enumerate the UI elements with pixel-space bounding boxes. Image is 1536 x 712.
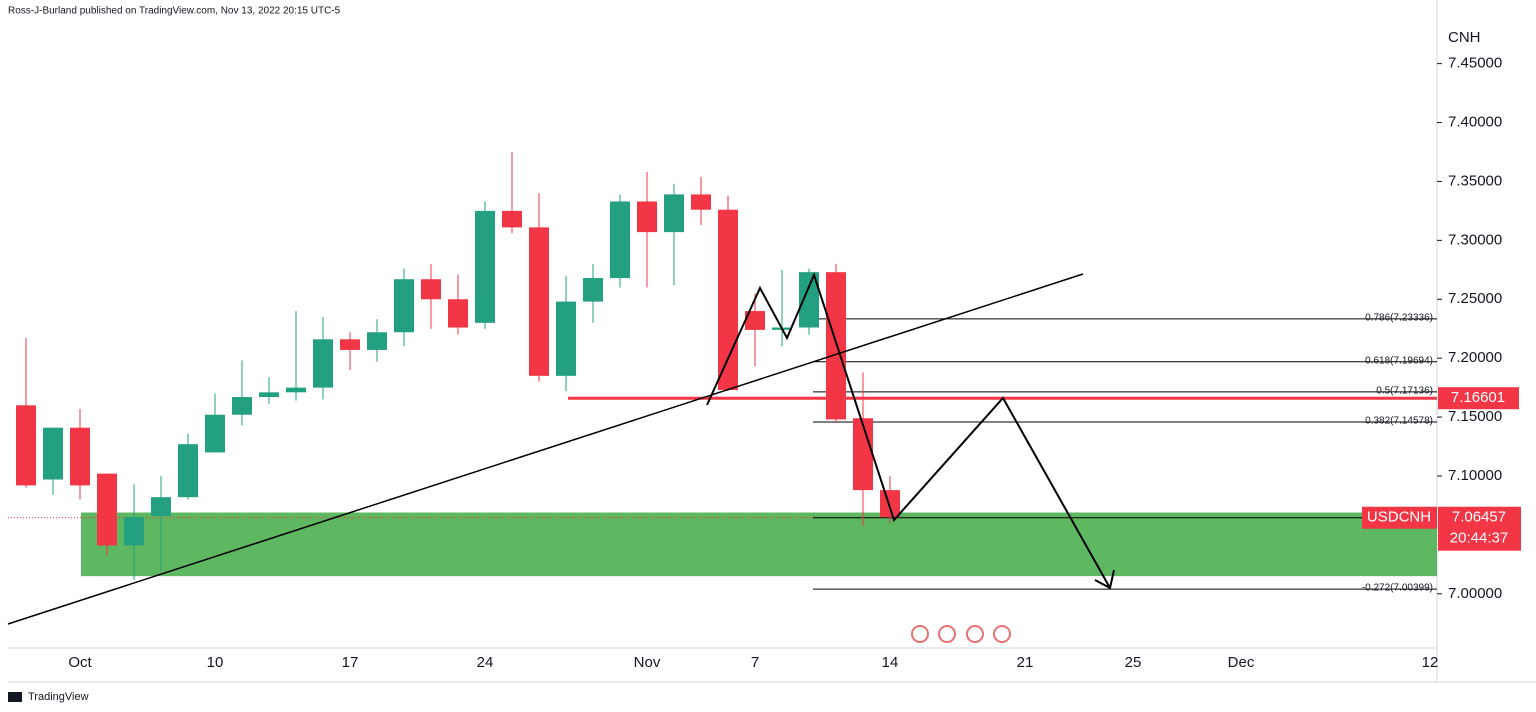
symbol-label: USDCNH bbox=[1367, 509, 1431, 526]
x-tick-label: Oct bbox=[68, 654, 92, 671]
brand-logo bbox=[8, 692, 22, 702]
candle-body bbox=[340, 339, 360, 350]
fib-label: 0.5(7.17136) bbox=[1376, 386, 1433, 397]
candle-body bbox=[232, 397, 252, 415]
candle-body bbox=[610, 201, 630, 279]
y-tick-label: 7.15000 bbox=[1448, 408, 1502, 425]
event-icons bbox=[911, 625, 1011, 643]
x-tick-label: 21 bbox=[1017, 654, 1034, 671]
y-tick-label: 7.00000 bbox=[1448, 585, 1502, 602]
candle-body bbox=[583, 278, 603, 302]
drawings bbox=[7, 272, 1115, 625]
y-tick-label: 7.45000 bbox=[1448, 55, 1502, 72]
candle-body bbox=[880, 490, 900, 518]
candle-body bbox=[745, 311, 765, 330]
candle-body bbox=[151, 497, 171, 517]
y-tick-label: 7.20000 bbox=[1448, 349, 1502, 366]
y-tick-label: 7.40000 bbox=[1448, 113, 1502, 130]
x-tick-label: Nov bbox=[634, 654, 661, 671]
event-icon bbox=[938, 625, 956, 643]
candle-body bbox=[502, 210, 522, 228]
candle-body bbox=[124, 517, 144, 546]
arrow-head bbox=[1094, 569, 1115, 590]
candle-body bbox=[70, 427, 90, 486]
event-icon bbox=[966, 625, 984, 643]
candle-body bbox=[691, 194, 711, 210]
candle-body bbox=[286, 387, 306, 393]
candle-body bbox=[718, 209, 738, 390]
candle-body bbox=[178, 444, 198, 498]
x-tick-label: Dec bbox=[1228, 654, 1255, 671]
price-box bbox=[1438, 506, 1521, 551]
candle-body bbox=[799, 272, 819, 328]
plot: 0.786(7.23336) 0.618(7.19694) 0.5(7.17136)… bbox=[8, 151, 1437, 594]
x-tick-label: 14 bbox=[882, 654, 899, 671]
candle-body bbox=[367, 332, 387, 350]
candle-body bbox=[205, 414, 225, 453]
fib-label: 0.382(7.14578) bbox=[1365, 416, 1433, 427]
candle-body bbox=[853, 418, 873, 491]
candle-body bbox=[313, 339, 333, 388]
candle-body bbox=[421, 279, 441, 300]
fib-label: -0.272(7.00399) bbox=[1362, 583, 1433, 594]
level-box bbox=[1438, 387, 1519, 410]
publisher: Ross-J-Burland published on TradingView.… bbox=[8, 6, 341, 17]
x-tick-label: 17 bbox=[342, 654, 359, 671]
symbol-box bbox=[1362, 506, 1437, 529]
y-tick-label: 7.35000 bbox=[1448, 172, 1502, 189]
y-tick-label: 7.25000 bbox=[1448, 290, 1502, 307]
candle-body bbox=[43, 427, 63, 480]
candle-body bbox=[97, 473, 117, 546]
event-icon bbox=[911, 625, 929, 643]
candle-body bbox=[16, 405, 36, 486]
candle-body bbox=[259, 392, 279, 398]
x-tick-label: 10 bbox=[207, 654, 224, 671]
trendline bbox=[7, 273, 1084, 625]
price-label: 7.06457 bbox=[1452, 509, 1506, 526]
candle-body bbox=[664, 194, 684, 233]
brand: TradingView bbox=[28, 691, 89, 703]
x-tick-label: 25 bbox=[1125, 654, 1142, 671]
candle-body bbox=[394, 279, 414, 333]
countdown: 20:44:37 bbox=[1450, 530, 1508, 547]
y-tick-label: 7.30000 bbox=[1448, 231, 1502, 248]
fib-label: 0.618(7.19694) bbox=[1365, 355, 1433, 366]
candle-body bbox=[826, 272, 846, 420]
fib-label: 0.786(7.23336) bbox=[1365, 313, 1433, 324]
event-icon bbox=[993, 625, 1011, 643]
x-tick-label: 24 bbox=[477, 654, 494, 671]
x-tick-label: 12 bbox=[1422, 654, 1439, 671]
level-label: 7.16601 bbox=[1451, 389, 1505, 406]
candle-body bbox=[556, 301, 576, 376]
currency: CNH bbox=[1448, 29, 1481, 46]
candle-body bbox=[637, 201, 657, 233]
zigzag bbox=[706, 272, 1111, 589]
support-zone bbox=[81, 512, 1437, 577]
x-tick-label: 7 bbox=[751, 654, 759, 671]
candle-body bbox=[529, 227, 549, 376]
candle-body bbox=[448, 299, 468, 328]
candle-body bbox=[475, 210, 495, 323]
y-tick-label: 7.10000 bbox=[1448, 467, 1502, 484]
